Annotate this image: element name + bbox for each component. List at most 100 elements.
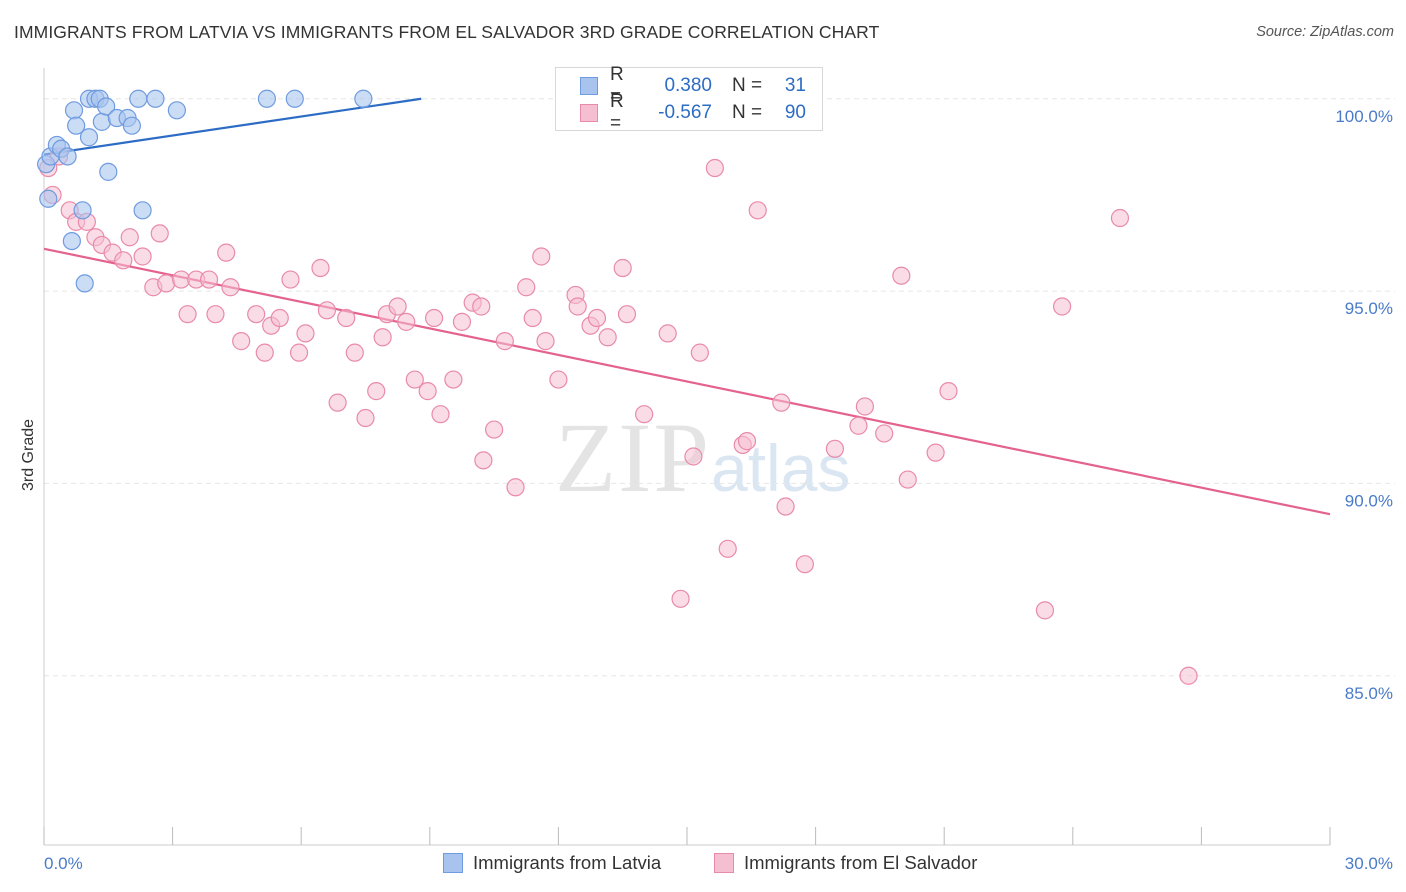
elsalvador-point [388, 297, 407, 316]
latvia-point [62, 231, 81, 251]
latvia-point [354, 89, 373, 108]
elsalvador-point [926, 443, 945, 462]
elsalvador-point [397, 312, 416, 331]
latvia-point [79, 128, 99, 147]
latvia-point [97, 97, 116, 116]
elsalvador-point [157, 274, 176, 293]
elsalvador-point [221, 278, 240, 297]
y-tick-label: 90.0% [1345, 491, 1393, 510]
series-legend: Immigrants from Latvia Immigrants from E… [0, 852, 1406, 876]
elsalvador-point [523, 308, 542, 328]
legend-item-elsalvador[interactable]: Immigrants from El Salvador [714, 852, 977, 874]
elsalvador-point [452, 312, 472, 331]
elsalvador-point [684, 447, 703, 466]
elsalvador-point [939, 382, 958, 401]
elsalvador-point [150, 224, 169, 243]
elsalvador-trend-line [43, 247, 1331, 516]
legend-swatch-elsalvador [580, 104, 598, 122]
elsalvador-point [328, 393, 347, 412]
elsalvador-point [1035, 601, 1055, 620]
legend-label-latvia: Immigrants from Latvia [473, 852, 662, 873]
elsalvador-point [255, 343, 274, 362]
elsalvador-points [39, 147, 1198, 685]
legend-r-label: R = [610, 64, 624, 107]
latvia-point [285, 89, 304, 108]
legend-r-value: -0.567 [658, 102, 712, 123]
y-tick-label: 100.0% [1335, 107, 1393, 126]
y-axis-label: 3rd Grade [20, 419, 37, 491]
latvia-point [75, 274, 94, 293]
elsalvador-point [345, 343, 364, 362]
latvia-point [129, 89, 148, 108]
elsalvador-point [855, 397, 874, 416]
elsalvador-point [133, 247, 152, 266]
elsalvador-point [232, 332, 251, 351]
elsalvador-point [444, 370, 463, 389]
trend-lines [43, 97, 1331, 516]
source-label: Source: ZipAtlas.com [1256, 24, 1394, 40]
legend-swatch-elsalvador [714, 853, 734, 873]
elsalvador-point [485, 420, 504, 439]
legend-n-label: N = [732, 102, 763, 123]
latvia-point [146, 89, 165, 108]
elsalvador-point [367, 382, 386, 401]
legend-n-value: 90 [784, 102, 806, 123]
elsalvador-point [120, 228, 139, 247]
elsalvador-point [671, 589, 690, 608]
latvia-point [122, 116, 141, 135]
latvia-point [257, 89, 277, 108]
elsalvador-point [748, 201, 767, 220]
elsalvador-point [690, 343, 709, 362]
elsalvador-point [705, 158, 724, 178]
elsalvador-point [849, 416, 868, 435]
y-tick-label: 95.0% [1345, 299, 1393, 318]
elsalvador-point [373, 328, 392, 347]
elsalvador-point [424, 308, 444, 328]
elsalvador-point [598, 328, 617, 347]
elsalvador-point [1179, 666, 1198, 685]
stats-legend: R = 0.380 N = 31 R = -0.567 N = 90 [555, 64, 823, 134]
elsalvador-point [418, 382, 437, 401]
elsalvador-point [337, 308, 356, 328]
elsalvador-point [247, 305, 266, 324]
legend-r-label: R = [610, 91, 624, 134]
latvia-point [64, 101, 84, 120]
watermark-zip: ZIP [555, 402, 711, 513]
elsalvador-point [536, 332, 555, 351]
elsalvador-point [317, 301, 337, 320]
legend-row-latvia: R = 0.380 N = 31 [580, 64, 806, 107]
elsalvador-point [356, 408, 375, 428]
legend-r-value: 0.380 [664, 75, 712, 96]
y-tick-label: 85.0% [1345, 684, 1393, 703]
elsalvador-point [532, 247, 551, 266]
latvia-point [92, 112, 111, 131]
elsalvador-point [635, 405, 654, 424]
elsalvador-point [206, 305, 225, 324]
elsalvador-point [718, 539, 737, 558]
elsalvador-point [495, 332, 514, 351]
legend-row-elsalvador: R = -0.567 N = 90 [580, 91, 806, 134]
axis-labels: 85.0% 90.0% 95.0% 100.0% 0.0% 30.0% 3rd Grade [20, 107, 1393, 873]
elsalvador-point [474, 451, 493, 470]
elsalvador-point [199, 270, 219, 289]
latvia-point [67, 116, 86, 135]
elsalvador-point [1052, 297, 1072, 316]
elsalvador-point [281, 270, 300, 289]
elsalvador-point [178, 305, 197, 324]
elsalvador-point [472, 297, 491, 316]
elsalvador-point [270, 308, 289, 328]
legend-n-value: 31 [784, 75, 806, 96]
latvia-trend-line [43, 97, 422, 156]
elsalvador-point [825, 439, 844, 458]
latvia-points [37, 89, 692, 293]
elsalvador-point [549, 370, 568, 389]
elsalvador-point [892, 266, 911, 285]
legend-n-label: N = [732, 75, 763, 96]
elsalvador-point [517, 278, 536, 297]
latvia-point [99, 162, 118, 181]
latvia-point [73, 201, 92, 220]
legend-item-latvia[interactable]: Immigrants from Latvia [443, 852, 661, 874]
elsalvador-point [114, 251, 133, 270]
elsalvador-point [898, 470, 917, 489]
